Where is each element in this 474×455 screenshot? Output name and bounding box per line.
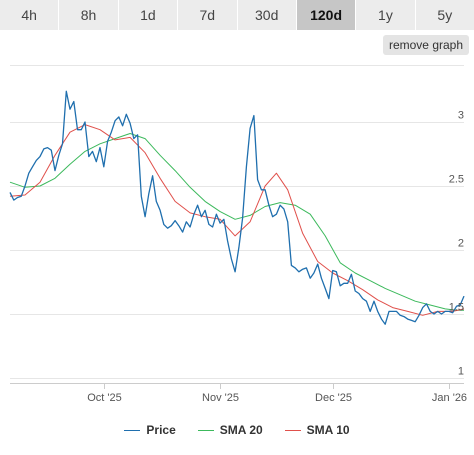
series-line-price (9, 90, 465, 325)
tab-7d[interactable]: 7d (178, 0, 238, 30)
time-range-tabs: 4h 8h 1d 7d 30d 120d 1y 5y (0, 0, 474, 30)
legend-label-price: Price (146, 423, 176, 437)
series-line-sma-20 (9, 133, 464, 311)
y-tick-label: 2.5 (449, 174, 464, 186)
legend-label-sma-10: SMA 10 (306, 423, 350, 437)
legend-label-sma-20: SMA 20 (219, 423, 263, 437)
chart-legend: Price SMA 20 SMA 10 (0, 420, 474, 440)
y-tick-label: 1.5 (449, 302, 464, 314)
legend-swatch-sma-10 (284, 429, 301, 431)
price-chart: 1 1.5 2 2.5 3 Oct '25 Nov '25 Dec '25 Jan '26 (9, 65, 467, 404)
chart-series (9, 90, 465, 325)
legend-item-price[interactable]: Price (124, 423, 176, 437)
y-tick-label: 2 (458, 238, 464, 250)
legend-swatch-sma-20 (197, 429, 214, 431)
x-tick-label: Nov '25 (202, 392, 239, 404)
tab-1y[interactable]: 1y (356, 0, 416, 30)
legend-swatch-price (124, 429, 141, 431)
y-tick-label: 3 (458, 110, 464, 122)
tab-30d[interactable]: 30d (237, 0, 297, 30)
tab-8h[interactable]: 8h (59, 0, 119, 30)
x-tick-label: Jan '26 (432, 392, 467, 404)
tab-1d[interactable]: 1d (118, 0, 179, 30)
y-tick-label: 1 (458, 366, 464, 378)
legend-item-sma-10[interactable]: SMA 10 (284, 423, 350, 437)
remove-graph-button[interactable]: remove graph (383, 35, 469, 55)
legend-item-sma-20[interactable]: SMA 20 (197, 423, 263, 437)
x-tick-label: Oct '25 (87, 392, 122, 404)
grid-lines (10, 65, 464, 379)
tab-4h[interactable]: 4h (0, 0, 60, 30)
axis-labels: 1 1.5 2 2.5 3 Oct '25 Nov '25 Dec '25 Jan '26 (10, 110, 467, 404)
tab-120d[interactable]: 120d (296, 0, 357, 30)
x-tick-label: Dec '25 (315, 392, 352, 404)
series-line-sma-10 (9, 124, 465, 316)
tab-5y[interactable]: 5y (415, 0, 474, 30)
